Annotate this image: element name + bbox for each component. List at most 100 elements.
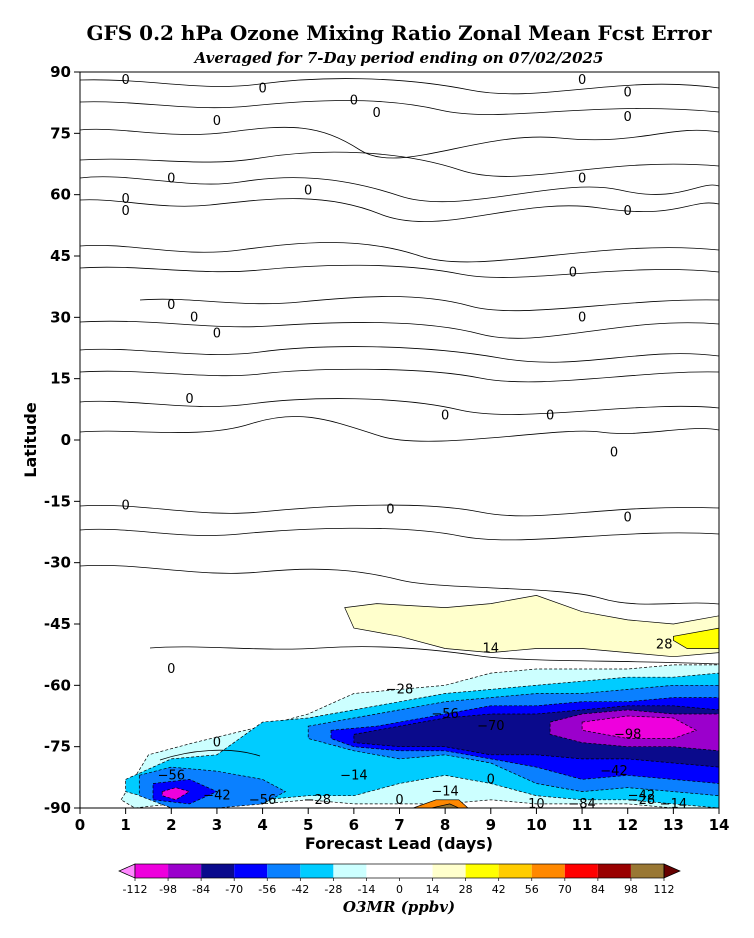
x-tick-label-1: 1 [120, 816, 130, 834]
contour-label-3: 0 [373, 106, 381, 121]
colorbar-label-13: 70 [558, 883, 572, 896]
contour-region-13 [431, 803, 459, 808]
colorbar-label-0: -112 [123, 883, 148, 896]
x-axis-ticks: 0 1 2 3 4 5 6 7 8 9 10 11 12 13 14 [75, 808, 730, 834]
x-tick-label-0: 0 [75, 816, 85, 834]
contour-label-32: −70 [477, 719, 504, 734]
x-tick-label-4: 4 [257, 816, 267, 834]
colorbar-segment-15 [630, 864, 664, 878]
contour-label-27: 0 [213, 736, 221, 751]
contour-label-13: 0 [624, 204, 632, 219]
contour-label-41: −28 [628, 793, 655, 808]
contour-label-28: 14 [483, 642, 500, 657]
colorbar-segment-0 [135, 864, 169, 878]
contour-label-11: 0 [121, 204, 129, 219]
colorbar-label-8: 0 [396, 883, 403, 896]
contour-label-38: −42 [600, 764, 627, 779]
colorbar-segment-10 [465, 864, 499, 878]
colorbar-segment-13 [564, 864, 598, 878]
y-axis-label: Latitude [21, 402, 40, 478]
x-tick-label-11: 11 [572, 816, 593, 834]
colorbar-label-3: -70 [225, 883, 243, 896]
x-tick-label-13: 13 [663, 816, 684, 834]
y-tick-label--90: -90 [44, 799, 71, 817]
colorbar-label-9: 14 [426, 883, 440, 896]
colorbar-segment-3 [234, 864, 268, 878]
colorbar-label-1: -98 [159, 883, 177, 896]
colorbar-segment-9 [432, 864, 466, 878]
x-tick-label-10: 10 [526, 816, 547, 834]
zero-contours [80, 78, 719, 761]
contour-label-21: 0 [546, 409, 554, 424]
contour-region-10 [581, 715, 698, 739]
contour-label-4: 0 [213, 114, 221, 129]
colorbar-segment-11 [498, 864, 532, 878]
contour-label-29: 28 [656, 637, 673, 652]
x-tick-label-2: 2 [166, 816, 176, 834]
colorbar-label-4: -56 [258, 883, 276, 896]
colorbar: -112 -98 -84 -70 -56 -42 -28 -14 0 14 28 42 56 70 84 98… [118, 863, 681, 896]
colorbar-segment-1 [168, 864, 202, 878]
contour-label-10: 0 [121, 192, 129, 207]
colorbar-label-14: 84 [591, 883, 605, 896]
colorbar-label-7: -14 [357, 883, 375, 896]
y-tick-label-90: 90 [50, 63, 71, 81]
colorbar-label-6: -28 [324, 883, 342, 896]
x-tick-label-14: 14 [709, 816, 730, 834]
colorbar-label-11: 42 [492, 883, 506, 896]
contour-label-22: 0 [610, 445, 618, 460]
contour-label-26: 0 [167, 662, 175, 677]
y-tick-label--30: -30 [44, 554, 71, 572]
colorbar-label-2: -84 [192, 883, 210, 896]
x-tick-label-7: 7 [394, 816, 404, 834]
contour-label-44: −84 [568, 797, 595, 812]
contour-label-46: 0 [395, 793, 403, 808]
filled-contours [120, 595, 719, 808]
y-tick-label-75: 75 [50, 124, 71, 142]
colorbar-segment-4 [267, 864, 301, 878]
colorbar-segment-5 [300, 864, 334, 878]
contour-label-6: 0 [624, 85, 632, 100]
contour-label-39: −98 [614, 727, 641, 742]
colorbar-title: O3MR (ppbv) [343, 898, 455, 916]
x-tick-label-3: 3 [212, 816, 222, 834]
x-tick-label-6: 6 [349, 816, 359, 834]
contour-label-35: −42 [203, 789, 230, 804]
colorbar-segment-2 [201, 864, 235, 878]
contour-label-31: −56 [431, 707, 458, 722]
contour-label-5: 0 [578, 73, 586, 88]
x-axis-label: Forecast Lead (days) [305, 834, 493, 853]
contour-region-0 [344, 595, 719, 658]
contour-label-8: 0 [167, 171, 175, 186]
contour-label-36: −56 [249, 793, 276, 808]
colorbar-label-12: 56 [525, 883, 539, 896]
colorbar-over-arrow [663, 863, 681, 879]
y-tick-label--15: -15 [44, 492, 71, 510]
y-tick-label-45: 45 [50, 247, 71, 265]
y-tick-label--60: -60 [44, 676, 71, 694]
contour-label-47: 10 [528, 797, 545, 812]
colorbar-segment-12 [531, 864, 565, 878]
contour-label-40: −42 [628, 789, 655, 804]
y-tick-label-60: 60 [50, 186, 71, 204]
contour-label-1: 0 [258, 81, 266, 96]
contour-label-42: −14 [660, 797, 687, 812]
contour-label-14: 0 [167, 298, 175, 313]
contour-label-30: −28 [386, 682, 413, 697]
y-tick-label--75: -75 [44, 738, 71, 756]
x-tick-label-8: 8 [440, 816, 450, 834]
colorbar-segment-7 [366, 864, 400, 878]
chart-title: GFS 0.2 hPa Ozone Mixing Ratio Zonal Mea… [86, 21, 712, 45]
contour-label-2: 0 [350, 94, 358, 109]
colorbar-segment-6 [333, 864, 367, 878]
x-tick-label-9: 9 [486, 816, 496, 834]
y-axis-ticks: 90 75 60 45 30 15 0 -15 -30 -45 -60 -75 -90 [44, 63, 80, 817]
colorbar-segment-14 [597, 864, 631, 878]
contour-label-23: 0 [121, 498, 129, 513]
y-tick-label-15: 15 [50, 370, 71, 388]
contour-region-11 [161, 787, 191, 801]
contour-label-45: 0 [487, 772, 495, 787]
contour-region-1 [673, 627, 719, 649]
